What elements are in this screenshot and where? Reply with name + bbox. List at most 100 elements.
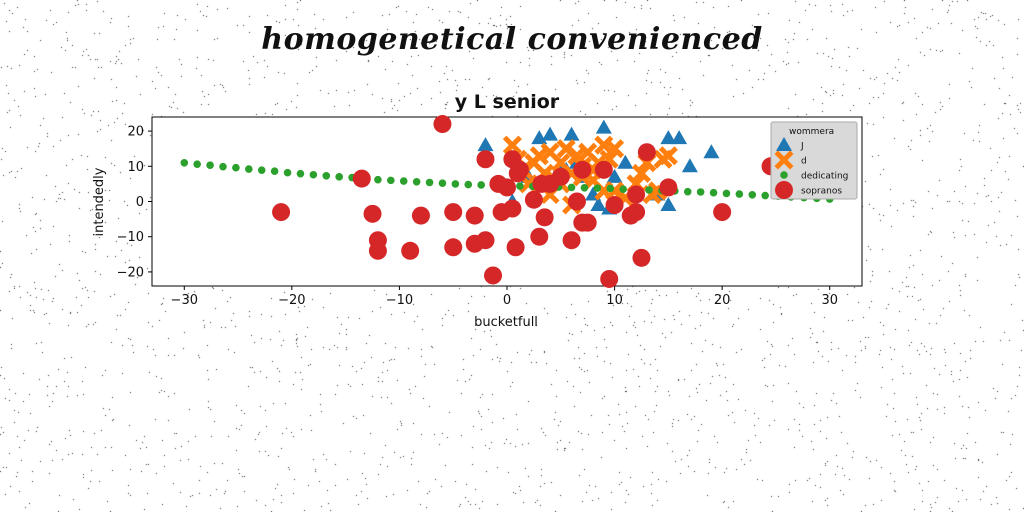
- y-tick-label: 20: [127, 125, 144, 140]
- point-dedicating: [709, 188, 718, 197]
- point-dedicating: [567, 183, 576, 192]
- point-dedicating: [335, 173, 343, 181]
- point-sopranos: [578, 213, 597, 232]
- point-sopranos: [510, 160, 529, 179]
- point-sopranos: [535, 208, 554, 227]
- point-J: [563, 126, 580, 141]
- point-dedicating: [593, 184, 602, 192]
- point-dedicating: [438, 179, 447, 187]
- point-J: [531, 130, 548, 145]
- y-tick-label: −10: [117, 230, 144, 245]
- x-tick-label: 30: [821, 293, 838, 308]
- point-sopranos: [498, 178, 516, 197]
- point-dedicating: [283, 168, 292, 177]
- point-J: [590, 197, 607, 212]
- point-d: [658, 146, 678, 166]
- point-dedicating: [451, 180, 460, 188]
- point-dedicating: [257, 166, 266, 174]
- point-sopranos: [627, 185, 646, 204]
- point-dedicating: [232, 163, 240, 172]
- point-dedicating: [399, 177, 408, 185]
- point-dedicating: [309, 170, 318, 179]
- point-J: [595, 119, 612, 134]
- plot-area: −30 −20 −10 0 10 20 30 −20 −10 0 10 20 wommera Jd dedi…: [117, 115, 863, 308]
- x-tick-label: −10: [386, 293, 413, 308]
- point-J: [606, 168, 623, 183]
- legend-label: J: [800, 142, 804, 152]
- x-tick-label: 20: [714, 293, 731, 308]
- point-dedicating: [296, 169, 305, 178]
- point-sopranos: [444, 238, 463, 257]
- x-tick-label: −30: [171, 293, 198, 308]
- point-sopranos: [368, 241, 387, 260]
- point-sopranos: [444, 203, 463, 222]
- legend-marker-d: [774, 150, 794, 170]
- legend-label: dedicating: [801, 172, 848, 182]
- point-dedicating: [464, 180, 473, 189]
- point-dedicating: [270, 167, 279, 176]
- point-J: [703, 144, 720, 159]
- point-sopranos: [551, 167, 570, 186]
- point-sopranos: [573, 160, 592, 179]
- point-dedicating: [619, 185, 627, 193]
- point-dedicating: [683, 187, 692, 196]
- point-J: [660, 130, 677, 145]
- point-sopranos: [401, 241, 420, 260]
- x-axis-label: bucketfull: [474, 315, 538, 330]
- point-sopranos: [363, 204, 382, 223]
- y-axis-label: intendedly: [92, 167, 107, 236]
- chart-title: y L senior: [455, 91, 560, 113]
- point-J: [542, 126, 559, 141]
- point-sopranos: [433, 115, 452, 134]
- point-J: [681, 158, 698, 173]
- point-J: [617, 154, 634, 169]
- point-sopranos: [465, 206, 484, 225]
- point-dedicating: [180, 158, 189, 167]
- legend-marker-sopranos: [775, 181, 793, 199]
- y-tick-label: 10: [127, 160, 144, 175]
- point-sopranos: [476, 150, 495, 169]
- point-dedicating: [206, 161, 214, 170]
- point-d: [556, 139, 576, 159]
- point-sopranos: [713, 203, 732, 222]
- point-sopranos: [632, 248, 651, 267]
- figure-title: homogenetical convenienced: [261, 22, 763, 57]
- point-dedicating: [322, 171, 331, 180]
- point-d: [605, 139, 625, 159]
- point-dedicating: [645, 186, 653, 194]
- y-tick-label: 0: [136, 195, 144, 210]
- point-sopranos: [627, 203, 646, 222]
- x-tick-label: 0: [503, 293, 511, 308]
- point-J: [477, 137, 494, 152]
- point-sopranos: [659, 178, 678, 197]
- point-d: [631, 163, 652, 183]
- point-sopranos: [530, 227, 549, 246]
- point-dedicating: [193, 160, 201, 168]
- point-dedicating: [761, 191, 769, 200]
- legend: [770, 121, 858, 200]
- point-dedicating: [477, 181, 485, 189]
- point-dedicating: [735, 190, 744, 198]
- legend-marker-J: [776, 137, 792, 151]
- point-dedicating: [387, 176, 395, 185]
- point-dedicating: [722, 189, 731, 198]
- point-sopranos: [506, 238, 525, 257]
- point-sopranos: [352, 169, 371, 188]
- point-dedicating: [425, 178, 434, 187]
- point-sopranos: [562, 231, 581, 250]
- point-dedicating: [374, 175, 382, 184]
- x-tick-label: −20: [278, 293, 305, 308]
- point-sopranos: [503, 199, 522, 218]
- point-sopranos: [272, 203, 291, 222]
- point-dedicating: [580, 183, 589, 192]
- point-J: [660, 197, 677, 212]
- point-dedicating: [516, 182, 524, 190]
- point-J: [671, 130, 688, 145]
- point-dedicating: [606, 184, 615, 193]
- point-dedicating: [412, 177, 421, 186]
- legend-label: d: [801, 157, 807, 167]
- point-d: [502, 135, 522, 155]
- legend-title: wommera: [789, 127, 834, 137]
- y-tick-label: −20: [117, 265, 144, 280]
